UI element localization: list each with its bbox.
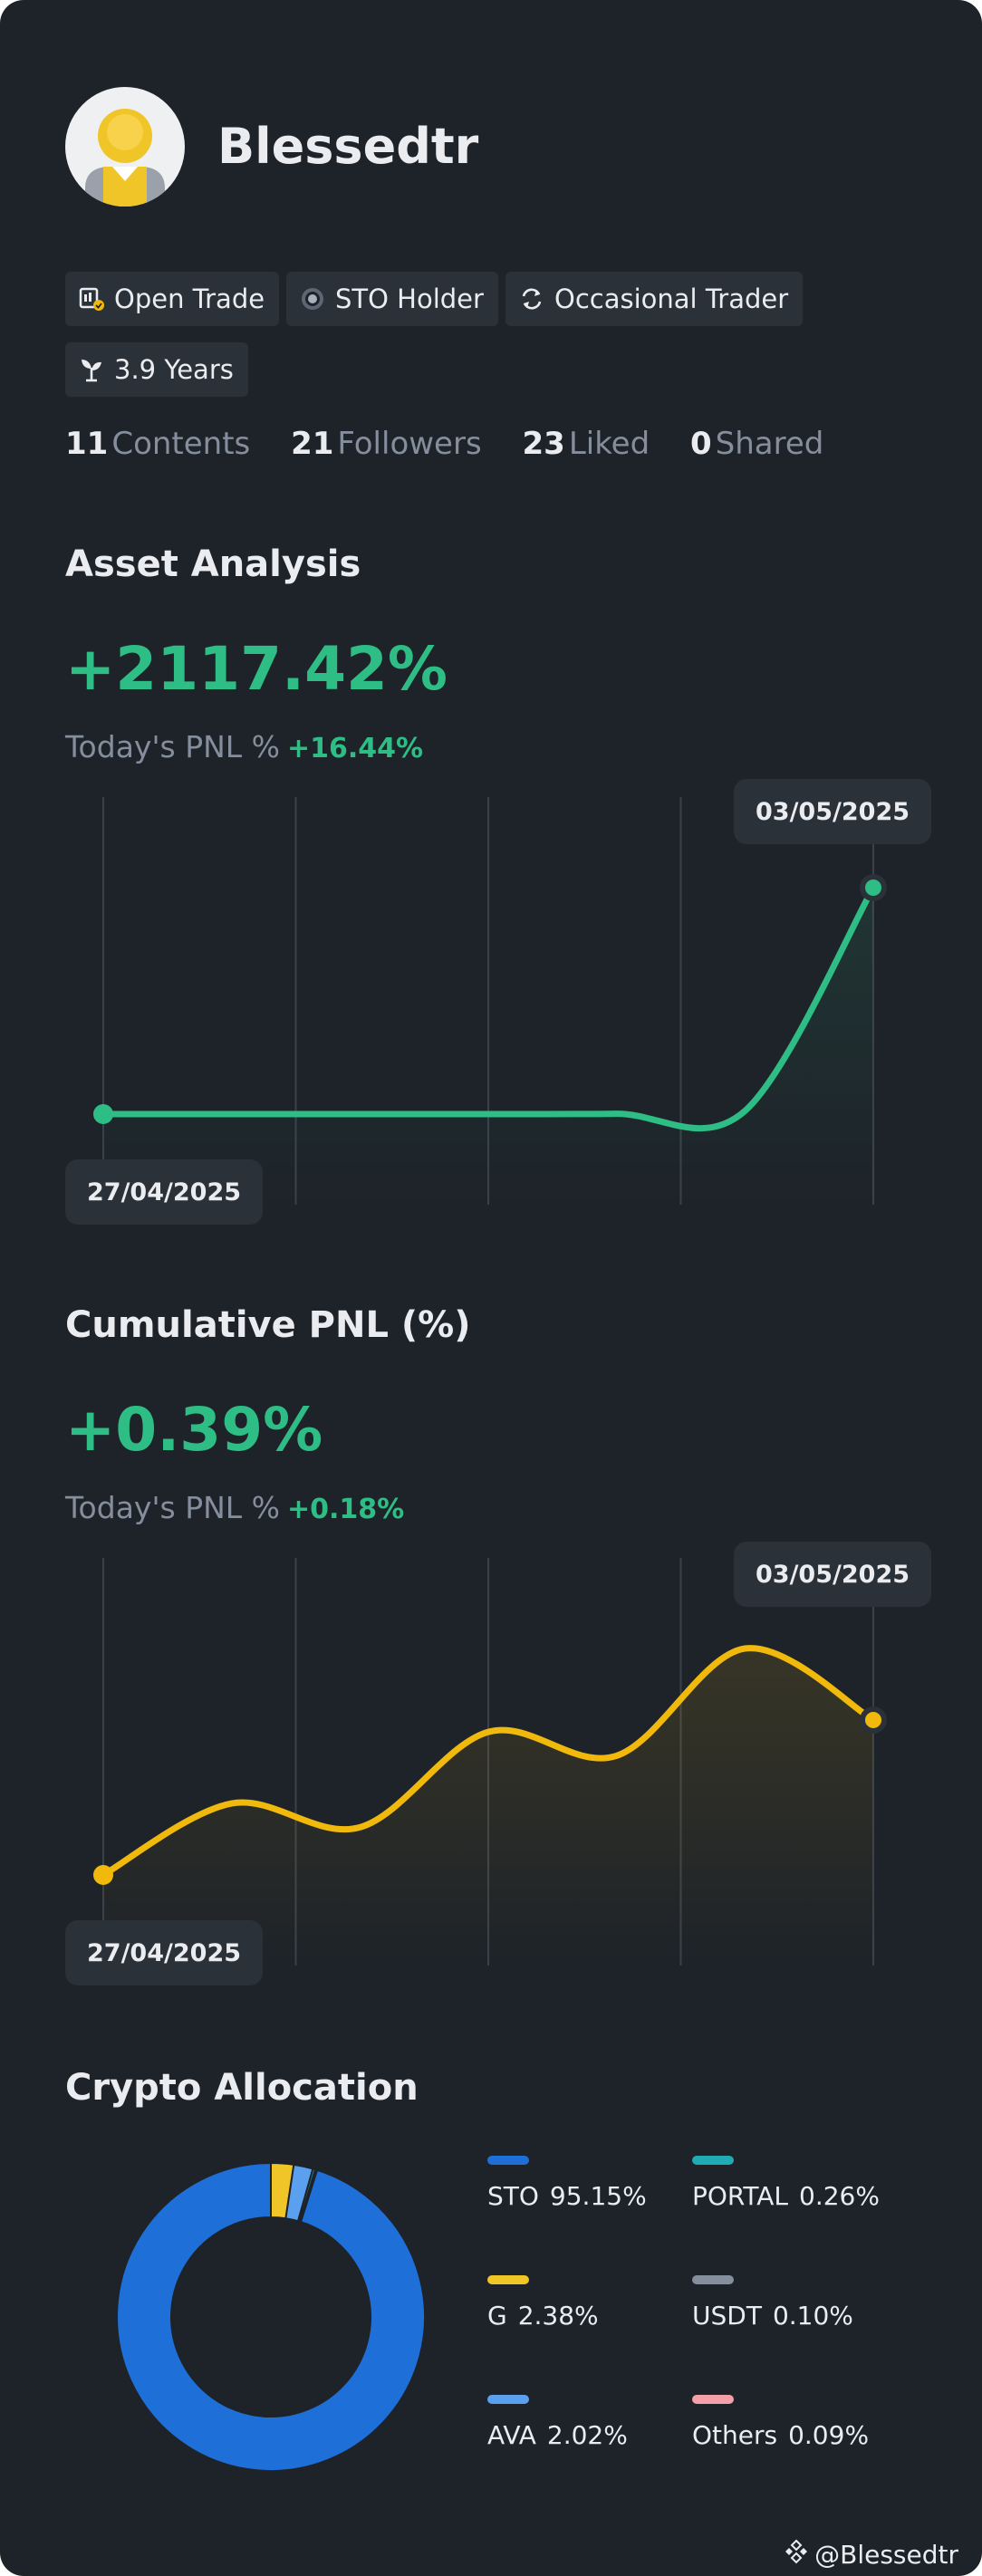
legend-swatch (692, 2395, 734, 2404)
cumulative-pnl-title: Cumulative PNL (%) (65, 1304, 471, 1346)
end-point-marker (860, 1706, 887, 1734)
legend-swatch (487, 2156, 529, 2165)
series-line (100, 884, 877, 1132)
watermark: @Blessedtr (784, 2539, 958, 2571)
badge-label: 3.9 Years (114, 354, 234, 385)
swap-icon (518, 285, 545, 312)
binance-logo-icon (784, 2539, 809, 2571)
start-point-marker (93, 1865, 113, 1885)
badge-label: Occasional Trader (554, 284, 789, 314)
asset-start-date: 27/04/2025 (65, 1159, 264, 1225)
legend-swatch (692, 2275, 734, 2284)
stat-contents[interactable]: 11 Contents (65, 426, 251, 462)
legend-item-sto: STO 95.15% (487, 2156, 705, 2211)
open-trade-icon (78, 285, 105, 312)
donut-slice-others (299, 2168, 319, 2224)
legend-item-g: G 2.38% (487, 2275, 705, 2331)
badge-label: Open Trade (114, 284, 265, 314)
avatar[interactable] (65, 87, 185, 207)
crypto-allocation-title: Crypto Allocation (65, 2067, 419, 2109)
badge-years[interactable]: 3.9 Years (65, 342, 248, 397)
legend-item-portal: PORTAL 0.26% (692, 2156, 910, 2211)
legend-item-others: Others 0.09% (692, 2395, 910, 2450)
start-point-marker (93, 1104, 113, 1124)
series-line (100, 1645, 877, 1879)
cumulative-today-pnl: Today's PNL % +0.18% (65, 1490, 404, 1525)
asset-analysis-title: Asset Analysis (65, 543, 361, 585)
series-area (103, 1648, 873, 1966)
asset-analysis-chart (93, 797, 887, 1205)
coin-icon (299, 285, 326, 312)
asset-analysis-value: +2117.42% (65, 634, 448, 704)
allocation-legend: STO 95.15% PORTAL 0.26% G 2.38% USDT 0.10% A… (487, 2156, 958, 2450)
asset-today-pnl: Today's PNL % +16.44% (65, 729, 423, 764)
series-area (103, 888, 873, 1205)
stat-followers[interactable]: 21 Followers (291, 426, 482, 462)
end-point-marker (860, 874, 887, 901)
cumulative-pnl-chart (93, 1558, 887, 1966)
badge-occasional-trader[interactable]: Occasional Trader (505, 272, 804, 326)
username: Blessedtr (217, 118, 479, 175)
sprout-icon (78, 356, 105, 383)
legend-swatch (487, 2395, 529, 2404)
legend-item-ava: AVA 2.02% (487, 2395, 705, 2450)
asset-end-date: 03/05/2025 (734, 779, 932, 844)
today-pnl-label: Today's PNL % (65, 729, 281, 764)
stat-liked[interactable]: 23 Liked (522, 426, 650, 462)
allocation-donut-chart (116, 2161, 426, 2472)
legend-swatch (692, 2156, 734, 2165)
donut-slice-sto (116, 2161, 426, 2472)
today-pnl-label: Today's PNL % (65, 1490, 281, 1525)
stat-shared[interactable]: 0 Shared (690, 426, 824, 462)
pnl-end-date: 03/05/2025 (734, 1542, 932, 1607)
badge-sto-holder[interactable]: STO Holder (286, 272, 498, 326)
today-pnl-value: +16.44% (287, 733, 424, 764)
profile-stats: 11 Contents 21 Followers 23 Liked 0 Shared (65, 426, 854, 462)
badge-label: STO Holder (335, 284, 484, 314)
today-pnl-value: +0.18% (287, 1494, 405, 1525)
pnl-start-date: 27/04/2025 (65, 1920, 264, 1985)
legend-item-usdt: USDT 0.10% (692, 2275, 910, 2331)
legend-swatch (487, 2275, 529, 2284)
badge-open-trade[interactable]: Open Trade (65, 272, 280, 326)
cumulative-pnl-value: +0.39% (65, 1395, 323, 1465)
